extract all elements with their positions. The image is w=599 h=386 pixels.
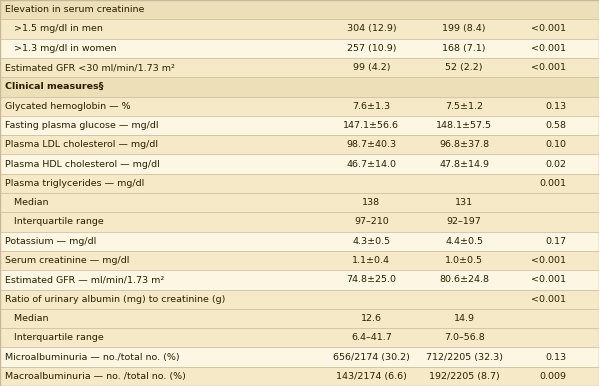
Text: 192/2205 (8.7): 192/2205 (8.7) (429, 372, 500, 381)
Text: Plasma triglycerides — mg/dl: Plasma triglycerides — mg/dl (5, 179, 144, 188)
Text: Estimated GFR <30 ml/min/1.73 m²: Estimated GFR <30 ml/min/1.73 m² (5, 63, 175, 72)
Text: 4.4±0.5: 4.4±0.5 (445, 237, 483, 246)
Text: <0.001: <0.001 (531, 24, 566, 34)
Text: 99 (4.2): 99 (4.2) (353, 63, 390, 72)
Text: <0.001: <0.001 (531, 63, 566, 72)
Text: <0.001: <0.001 (531, 44, 566, 53)
Bar (0, 116, 599, 135)
Text: 92–197: 92–197 (447, 217, 482, 227)
Bar (0, 174, 599, 193)
Text: 143/2174 (6.6): 143/2174 (6.6) (336, 372, 407, 381)
Text: Median: Median (5, 198, 49, 207)
Text: Estimated GFR — ml/min/1.73 m²: Estimated GFR — ml/min/1.73 m² (5, 275, 164, 284)
Text: 7.0–56.8: 7.0–56.8 (444, 333, 485, 342)
Text: Macroalbuminuria — no. /total no. (%): Macroalbuminuria — no. /total no. (%) (5, 372, 186, 381)
Bar (0, 270, 599, 290)
Text: 0.001: 0.001 (539, 179, 566, 188)
Text: 47.8±14.9: 47.8±14.9 (439, 159, 489, 169)
Bar (0, 290, 599, 309)
Text: 4.3±0.5: 4.3±0.5 (352, 237, 391, 246)
Bar (0, 309, 599, 328)
Text: 6.4–41.7: 6.4–41.7 (351, 333, 392, 342)
Text: 12.6: 12.6 (361, 314, 382, 323)
Bar (0, 347, 599, 367)
Text: 7.5±1.2: 7.5±1.2 (445, 102, 483, 111)
Text: 52 (2.2): 52 (2.2) (446, 63, 483, 72)
Text: Median: Median (5, 314, 49, 323)
Bar (0, 251, 599, 270)
Text: 0.10: 0.10 (545, 140, 566, 149)
Text: 0.02: 0.02 (545, 159, 566, 169)
Text: 138: 138 (362, 198, 380, 207)
Bar (0, 0, 599, 19)
Bar (0, 367, 599, 386)
Text: Plasma HDL cholesterol — mg/dl: Plasma HDL cholesterol — mg/dl (5, 159, 159, 169)
Text: 304 (12.9): 304 (12.9) (347, 24, 396, 34)
Text: 199 (8.4): 199 (8.4) (443, 24, 486, 34)
Bar (0, 212, 599, 232)
Text: Fasting plasma glucose — mg/dl: Fasting plasma glucose — mg/dl (5, 121, 158, 130)
Bar (0, 58, 599, 77)
Bar (0, 96, 599, 116)
Bar (0, 19, 599, 39)
Text: >1.3 mg/dl in women: >1.3 mg/dl in women (5, 44, 116, 53)
Text: 80.6±24.8: 80.6±24.8 (439, 275, 489, 284)
Text: 7.6±1.3: 7.6±1.3 (352, 102, 391, 111)
Bar (0, 232, 599, 251)
Text: Plasma LDL cholesterol — mg/dl: Plasma LDL cholesterol — mg/dl (5, 140, 158, 149)
Bar (0, 193, 599, 212)
Text: 712/2205 (32.3): 712/2205 (32.3) (426, 352, 503, 362)
Text: Glycated hemoglobin — %: Glycated hemoglobin — % (5, 102, 131, 111)
Text: Clinical measures§: Clinical measures§ (5, 82, 103, 91)
Text: 168 (7.1): 168 (7.1) (443, 44, 486, 53)
Text: <0.001: <0.001 (531, 275, 566, 284)
Text: 46.7±14.0: 46.7±14.0 (346, 159, 397, 169)
Text: 1.0±0.5: 1.0±0.5 (445, 256, 483, 265)
Text: 0.58: 0.58 (545, 121, 566, 130)
Text: 97–210: 97–210 (354, 217, 389, 227)
Text: 98.7±40.3: 98.7±40.3 (346, 140, 397, 149)
Text: 0.009: 0.009 (539, 372, 566, 381)
Text: 1.1±0.4: 1.1±0.4 (352, 256, 391, 265)
Text: >1.5 mg/dl in men: >1.5 mg/dl in men (5, 24, 102, 34)
Text: Elevation in serum creatinine: Elevation in serum creatinine (5, 5, 144, 14)
Bar (0, 77, 599, 96)
Text: 0.17: 0.17 (545, 237, 566, 246)
Text: Ratio of urinary albumin (mg) to creatinine (g): Ratio of urinary albumin (mg) to creatin… (5, 295, 225, 304)
Text: 96.8±37.8: 96.8±37.8 (439, 140, 489, 149)
Bar (0, 135, 599, 154)
Text: 0.13: 0.13 (545, 102, 566, 111)
Text: 0.13: 0.13 (545, 352, 566, 362)
Text: 14.9: 14.9 (453, 314, 475, 323)
Text: Serum creatinine — mg/dl: Serum creatinine — mg/dl (5, 256, 129, 265)
Text: <0.001: <0.001 (531, 256, 566, 265)
Text: Potassium — mg/dl: Potassium — mg/dl (5, 237, 96, 246)
Bar (0, 154, 599, 174)
Bar (0, 328, 599, 347)
Text: 148.1±57.5: 148.1±57.5 (436, 121, 492, 130)
Text: 131: 131 (455, 198, 473, 207)
Text: 147.1±56.6: 147.1±56.6 (343, 121, 400, 130)
Text: Interquartile range: Interquartile range (5, 333, 104, 342)
Bar (0, 39, 599, 58)
Text: Interquartile range: Interquartile range (5, 217, 104, 227)
Text: 656/2174 (30.2): 656/2174 (30.2) (333, 352, 410, 362)
Text: 74.8±25.0: 74.8±25.0 (346, 275, 397, 284)
Text: <0.001: <0.001 (531, 295, 566, 304)
Text: Microalbuminuria — no./total no. (%): Microalbuminuria — no./total no. (%) (5, 352, 180, 362)
Text: 257 (10.9): 257 (10.9) (347, 44, 396, 53)
